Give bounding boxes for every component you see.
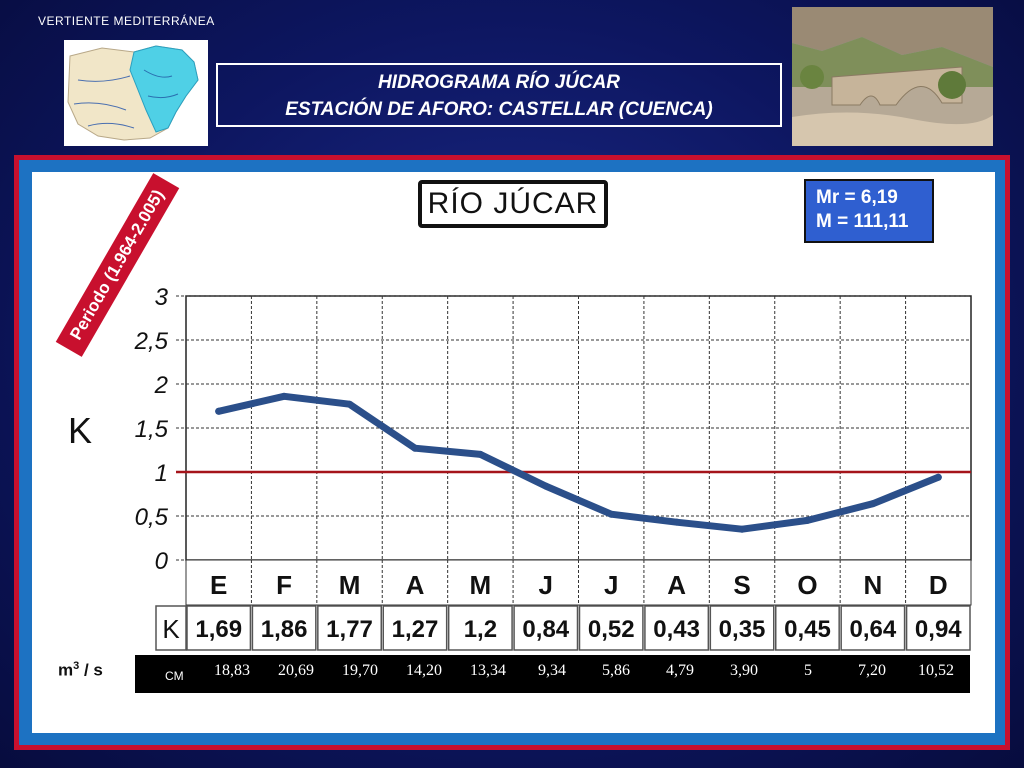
k-axis-label: K (68, 410, 93, 451)
data-label: 0,64 (850, 616, 897, 643)
k-value-box (382, 605, 448, 651)
data-point (280, 392, 288, 400)
cm-value: 3,90 (730, 662, 758, 679)
cm-value: 4,79 (666, 662, 694, 679)
cm-value: 13,34 (470, 662, 506, 679)
cm-value: 19,70 (342, 662, 378, 679)
x-tick-label: D (929, 570, 948, 600)
data-point (934, 473, 942, 481)
data-label: 1,27 (392, 616, 439, 643)
data-label: 0,45 (784, 616, 831, 643)
data-label: 0,84 (522, 616, 569, 643)
data-label: 0,52 (588, 616, 635, 643)
data-point (476, 450, 484, 458)
title-line-2: ESTACIÓN DE AFORO: CASTELLAR (CUENCA) (285, 99, 713, 120)
title-line-1: HIDROGRAMA RÍO JÚCAR (377, 72, 621, 93)
data-point (215, 407, 223, 415)
data-point (607, 510, 615, 518)
y-tick-label: 0 (155, 548, 169, 575)
data-point (346, 400, 354, 408)
mr-value: Mr = 6,19 (816, 187, 898, 208)
x-tick-label: S (733, 570, 750, 600)
y-tick-label: 1 (155, 460, 168, 487)
x-tick-label: N (863, 570, 882, 600)
k-value-box (578, 605, 644, 651)
data-label: 1,86 (261, 616, 308, 643)
y-tick-label: 1,5 (135, 416, 169, 443)
cm-values-bar (135, 655, 970, 693)
cm-value: 10,52 (918, 662, 954, 679)
x-tick-label: M (339, 570, 361, 600)
x-tick-label: O (797, 570, 817, 600)
cm-value: 9,34 (538, 662, 566, 679)
x-tick-label: F (276, 570, 292, 600)
k-value-box (513, 605, 579, 651)
data-point (542, 482, 550, 490)
cm-value: 7,20 (858, 662, 886, 679)
k-value-box (709, 605, 775, 651)
title-box: HIDROGRAMA RÍO JÚCAR ESTACIÓN DE AFORO: … (216, 63, 782, 127)
k-value-box (905, 605, 971, 651)
data-point (869, 500, 877, 508)
series-line (215, 392, 942, 533)
k-value-box (186, 605, 252, 651)
data-label: 0,35 (719, 616, 766, 643)
river-name-box: RÍO JÚCAR (418, 180, 608, 228)
data-point (673, 518, 681, 526)
k-value-box (775, 605, 840, 651)
cm-value: 20,69 (278, 662, 314, 679)
y-tick-label: 3 (155, 284, 169, 311)
units-label: m3 / s (58, 660, 103, 680)
region-label: VERTIENTE MEDITERRÁNEA (38, 14, 215, 28)
x-tick-label: J (539, 570, 553, 600)
data-label: 1,77 (326, 616, 373, 643)
x-tick-label: A (406, 570, 425, 600)
y-tick-label: 2 (154, 372, 168, 399)
cm-value: 5,86 (602, 662, 630, 679)
k-value-box (317, 605, 383, 651)
data-label: 0,94 (915, 616, 962, 643)
cm-label: CM (165, 669, 184, 683)
y-tick-label: 2,5 (134, 328, 169, 355)
data-point (803, 516, 811, 524)
x-tick-label: J (604, 570, 618, 600)
k-value-box (644, 605, 710, 651)
k-value-box (840, 605, 906, 651)
cm-value: 18,83 (214, 662, 250, 679)
x-tick-label: M (470, 570, 492, 600)
y-tick-label: 0,5 (135, 504, 169, 531)
bridge-photo (792, 7, 993, 146)
k-row-label-box (155, 605, 187, 651)
cm-value: 5 (804, 662, 812, 679)
m-value: M = 111,11 (816, 211, 909, 232)
data-point (738, 525, 746, 533)
data-label: 0,43 (653, 616, 700, 643)
k-value-box (251, 605, 317, 651)
flow-stats-box: Mr = 6,19 M = 111,11 (804, 179, 934, 243)
data-label: 1,69 (195, 616, 242, 643)
k-row-label: K (162, 614, 180, 644)
x-tick-label: A (667, 570, 686, 600)
k-value-box (447, 605, 513, 651)
cm-value: 14,20 (406, 662, 442, 679)
x-tick-label: E (210, 570, 227, 600)
data-point (411, 444, 419, 452)
data-label: 1,2 (464, 616, 497, 643)
spain-basin-map (64, 40, 208, 146)
